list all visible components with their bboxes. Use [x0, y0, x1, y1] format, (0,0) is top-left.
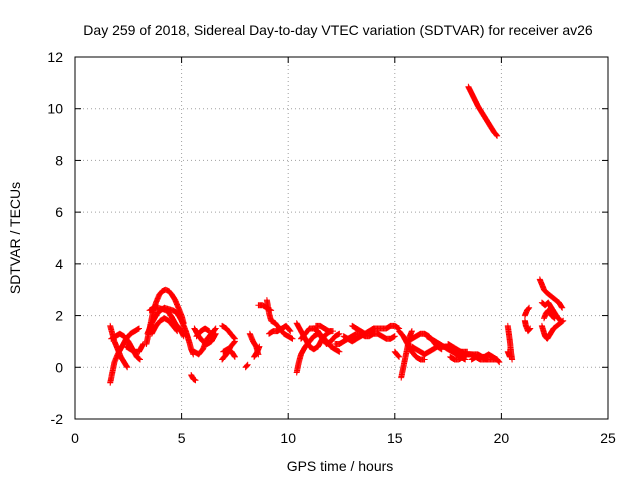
data-point-track [148, 315, 181, 337]
data-point-track [312, 322, 336, 335]
data-point-track [538, 299, 565, 324]
grid [75, 57, 608, 419]
x-tick-labels: 0 5 10 15 20 25 [71, 430, 616, 446]
data-point-track [521, 304, 533, 319]
data-point-track [193, 325, 213, 340]
x-tick-label: 5 [178, 430, 186, 446]
data-point-track [349, 322, 368, 337]
data-series [107, 83, 567, 386]
x-tick-label: 10 [280, 430, 296, 446]
y-tick-label: -2 [51, 411, 64, 427]
data-point-track [146, 304, 187, 340]
plot-frame [74, 56, 609, 420]
data-point-track [465, 83, 501, 139]
data-point-track [242, 361, 251, 371]
x-tick-label: 0 [71, 430, 79, 446]
chart-title: Day 259 of 2018, Sidereal Day-to-day VTE… [83, 22, 593, 38]
data-point-track [220, 346, 238, 360]
y-tick-label: 8 [55, 152, 63, 168]
data-point-track [538, 317, 567, 342]
y-tick-labels: -2 0 2 4 6 8 10 12 [47, 49, 63, 427]
data-point-track [340, 322, 403, 345]
data-point-track [521, 317, 534, 335]
data-point-track [541, 307, 558, 322]
data-point-track [468, 351, 503, 366]
y-tick-label: 6 [55, 204, 63, 220]
axis-ticks [74, 56, 609, 420]
data-point-track [251, 343, 263, 360]
data-point-track [219, 322, 238, 342]
data-point-track [123, 341, 147, 355]
y-axis-label: SDTVAR / TECUs [7, 182, 23, 294]
x-tick-label: 15 [387, 430, 403, 446]
x-axis-label: GPS time / hours [287, 458, 394, 474]
y-tick-label: 2 [55, 308, 63, 324]
data-point-track [391, 348, 403, 360]
y-tick-label: 4 [55, 256, 63, 272]
data-point-track [188, 372, 199, 384]
y-tick-label: 12 [47, 49, 63, 65]
x-tick-label: 25 [600, 430, 616, 446]
data-point-track [191, 325, 219, 358]
y-tick-label: 0 [55, 359, 63, 375]
data-point-track [504, 348, 513, 360]
data-point-track [298, 325, 343, 347]
data-point-track [107, 325, 142, 386]
x-tick-label: 20 [494, 430, 510, 446]
data-point-track [536, 276, 566, 311]
y-tick-label: 10 [47, 101, 63, 117]
data-point-track [266, 322, 294, 337]
